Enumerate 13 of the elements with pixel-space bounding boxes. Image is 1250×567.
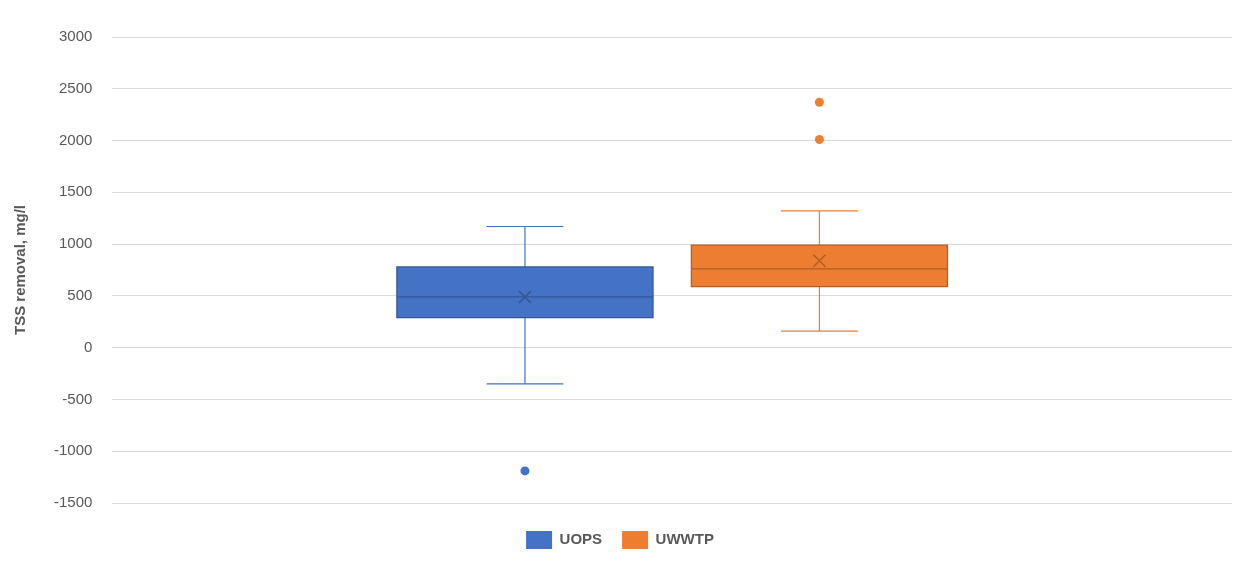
y-tick-label: 0 <box>84 337 93 355</box>
y-tick-label: 3000 <box>58 27 93 45</box>
legend-label: UOPS <box>559 530 603 548</box>
y-tick-label: 2000 <box>58 130 93 148</box>
y-axis-title: TSS removal, mg/l <box>11 204 29 336</box>
y-tick-label: -1500 <box>53 493 93 511</box>
y-tick-label: 500 <box>67 286 93 304</box>
y-tick-label: 1500 <box>58 182 93 200</box>
y-tick-label: -500 <box>62 389 93 407</box>
y-tick-label: 2500 <box>58 78 93 96</box>
legend-label: UWWTP <box>655 530 714 548</box>
y-tick-label: -1000 <box>53 441 93 459</box>
y-tick-label: 1000 <box>58 234 93 252</box>
